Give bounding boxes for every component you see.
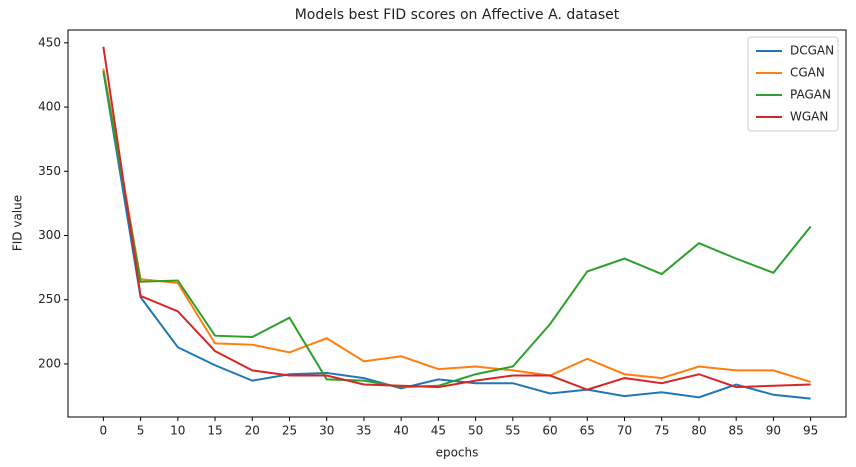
line [102, 46, 811, 391]
x-tick-label: 60 [542, 424, 557, 438]
x-tick-label: 20 [245, 424, 260, 438]
x-tick-label: 45 [431, 424, 446, 438]
y-tick-label: 400 [38, 100, 61, 114]
x-tick-label: 65 [580, 424, 595, 438]
x-tick-label: 80 [691, 424, 706, 438]
y-tick-label: 300 [38, 228, 61, 242]
y-tick-label: 450 [38, 35, 61, 49]
x-tick-label: 90 [766, 424, 781, 438]
x-tick-label: 25 [282, 424, 297, 438]
x-tick-label: 85 [729, 424, 744, 438]
x-tick-label: 55 [505, 424, 520, 438]
legend-label: CGAN [790, 66, 825, 80]
x-tick-label: 15 [207, 424, 222, 438]
x-tick-label: 30 [319, 424, 334, 438]
y-axis-label: FID value [11, 195, 25, 251]
legend-label: WGAN [790, 110, 828, 124]
x-tick-label: 5 [137, 424, 145, 438]
legend: DCGAN CGAN PAGAN WGAN [747, 36, 839, 132]
line [102, 70, 812, 389]
legend-box [747, 36, 839, 132]
x-tick-label: 50 [468, 424, 483, 438]
plot-frame [67, 29, 847, 418]
line [102, 70, 811, 400]
x-tick-label: 10 [170, 424, 185, 438]
x-tick-label: 95 [803, 424, 818, 438]
x-axis-label: epochs [436, 446, 479, 460]
y-tick-label: 250 [38, 292, 61, 306]
chart-title: Models best FID scores on Affective A. d… [295, 7, 620, 23]
legend-label: DCGAN [790, 44, 834, 58]
y-tick-label: 350 [38, 164, 61, 178]
x-tick-label: 35 [356, 424, 371, 438]
x-tick-label: 75 [654, 424, 669, 438]
line [102, 68, 811, 383]
x-tick-label: 40 [394, 424, 409, 438]
x-tick-label: 0 [100, 424, 108, 438]
x-tick-label: 70 [617, 424, 632, 438]
legend-label: PAGAN [790, 88, 831, 102]
y-tick-label: 200 [38, 356, 61, 370]
